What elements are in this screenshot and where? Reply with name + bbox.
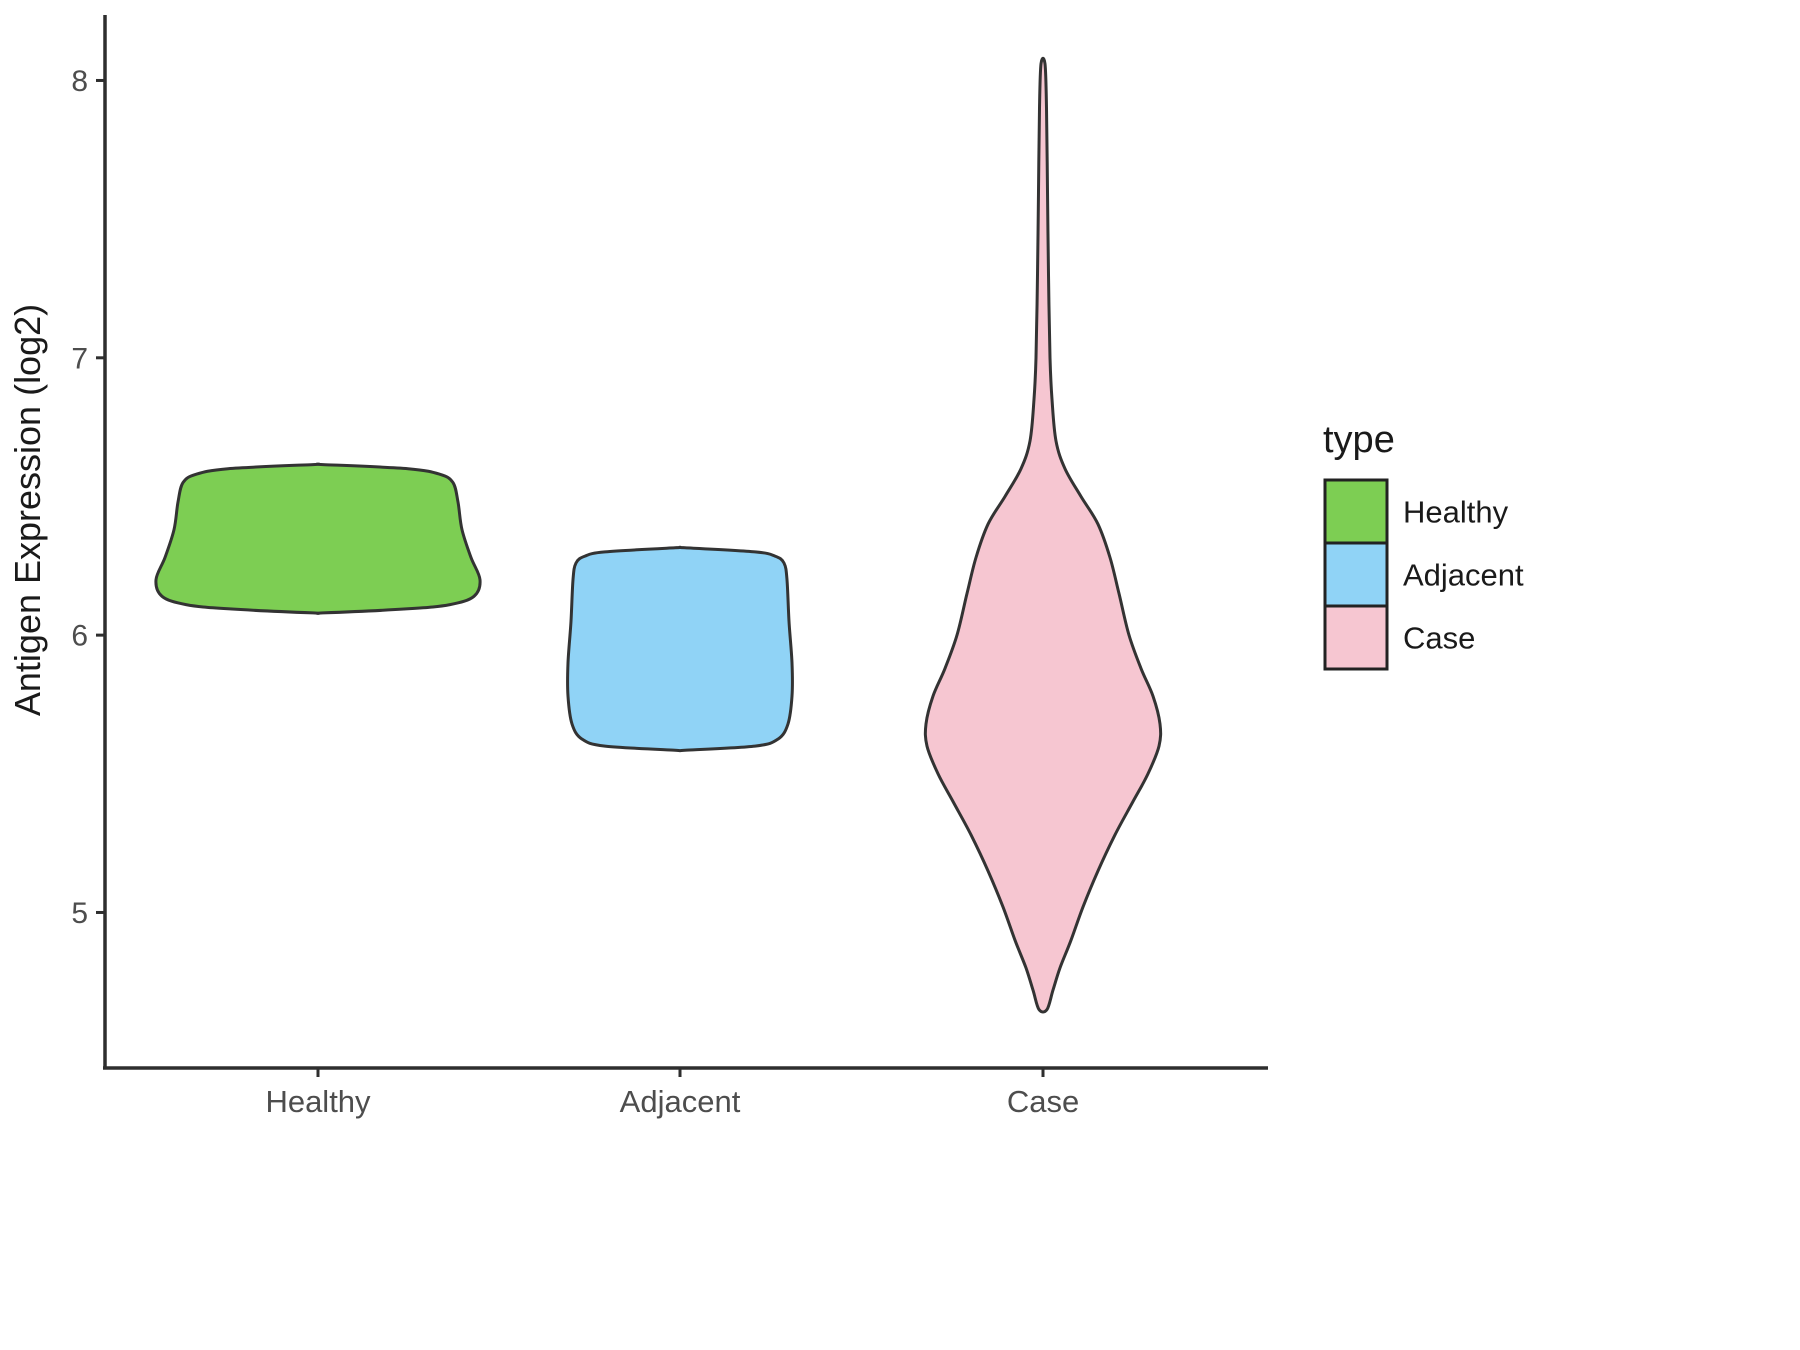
y-tick-label: 6 bbox=[71, 620, 88, 653]
x-tick-label-case: Case bbox=[1007, 1084, 1079, 1119]
violin-healthy bbox=[154, 462, 482, 615]
y-tick-label: 7 bbox=[71, 342, 88, 375]
violin-adjacent bbox=[566, 545, 794, 753]
legend-label-healthy: Healthy bbox=[1403, 494, 1509, 529]
legend-swatch-adjacent bbox=[1323, 541, 1389, 608]
legend-swatch-healthy bbox=[1323, 478, 1389, 545]
axes: 5 6 7 8 Healthy Adjacent Case Antigen Expressio… bbox=[7, 15, 1268, 1119]
legend-title: type bbox=[1323, 419, 1395, 461]
y-tick-label: 8 bbox=[71, 65, 88, 98]
legend-label-adjacent: Adjacent bbox=[1403, 557, 1524, 592]
legend-label-case: Case bbox=[1403, 620, 1475, 655]
y-axis-title: Antigen Expression (log2) bbox=[7, 304, 48, 716]
violin-case bbox=[923, 56, 1163, 1014]
x-tick-label-adjacent: Adjacent bbox=[620, 1084, 741, 1119]
x-tick-label-healthy: Healthy bbox=[265, 1084, 371, 1119]
y-tick-label: 5 bbox=[71, 897, 88, 930]
legend-swatch-case bbox=[1323, 604, 1389, 671]
